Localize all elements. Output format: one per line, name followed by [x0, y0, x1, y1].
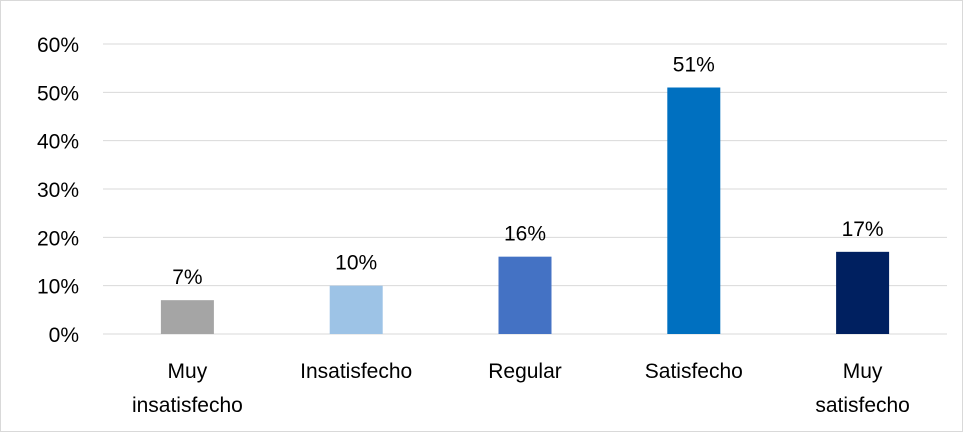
category-label-line: Muy — [843, 360, 883, 383]
y-axis-tick-labels: 0% 10% 20% 30% 40% 50% 60% — [37, 34, 79, 347]
data-label: 16% — [504, 223, 546, 246]
category-label-line: Satisfecho — [645, 360, 743, 383]
data-labels: 7% 10% 16% 51% 17% — [172, 54, 883, 290]
y-tick-label: 30% — [37, 179, 79, 202]
bar — [329, 285, 383, 334]
category-label-line: Regular — [488, 360, 562, 383]
category-label-line: Muy — [168, 360, 208, 383]
bar — [498, 256, 552, 334]
category-label: Muy satisfecho — [815, 360, 910, 417]
category-label-line: Insatisfecho — [300, 360, 412, 383]
category-label: Muy insatisfecho — [132, 360, 243, 417]
category-label: Insatisfecho — [300, 360, 412, 383]
y-tick-label: 20% — [37, 227, 79, 250]
y-tick-label: 10% — [37, 276, 79, 299]
data-label: 51% — [673, 54, 715, 77]
bar — [667, 87, 721, 334]
y-tick-label: 60% — [37, 34, 79, 57]
y-tick-label: 50% — [37, 82, 79, 105]
bar — [160, 300, 214, 334]
category-labels: Muy insatisfecho Insatisfecho Regular Satisf… — [132, 360, 910, 417]
data-label: 17% — [842, 218, 884, 241]
bar — [836, 251, 890, 334]
data-label: 10% — [335, 252, 377, 275]
category-label: Satisfecho — [645, 360, 743, 383]
y-tick-label: 0% — [49, 324, 79, 347]
gridlines — [103, 43, 947, 335]
category-label-line: satisfecho — [815, 394, 910, 417]
category-label-line: insatisfecho — [132, 394, 243, 417]
category-label: Regular — [488, 360, 562, 383]
data-label: 7% — [172, 266, 202, 289]
bars — [160, 87, 890, 334]
y-tick-label: 40% — [37, 131, 79, 154]
